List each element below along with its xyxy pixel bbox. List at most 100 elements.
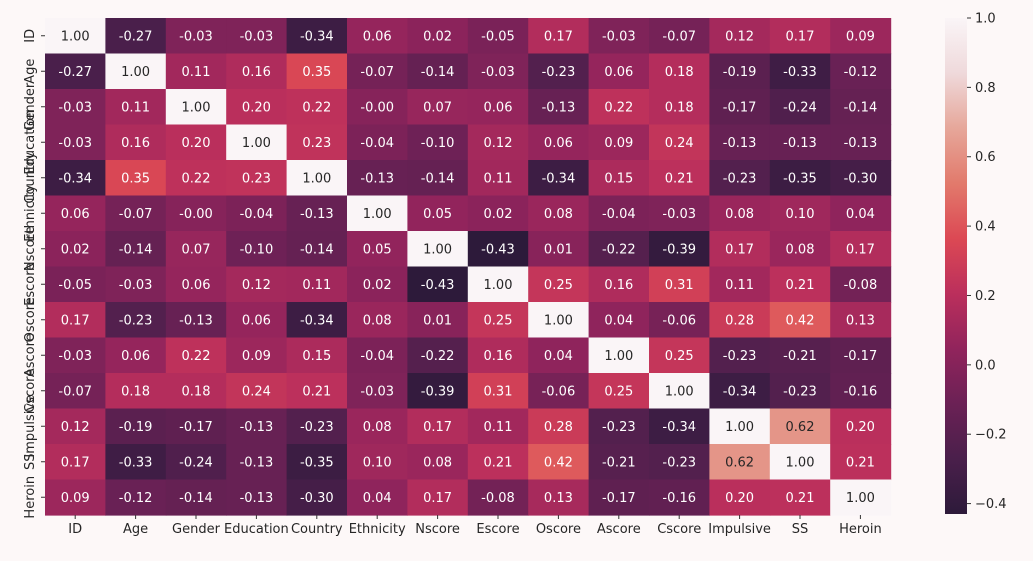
y-tick-label: Gender (23, 82, 38, 131)
heatmap-cell (347, 373, 408, 410)
y-tick-label: Oscore (23, 297, 38, 342)
heatmap-cell-label: -0.19 (119, 420, 153, 435)
heatmap-cell (709, 266, 771, 303)
heatmap-cell-label: 0.09 (61, 491, 90, 506)
heatmap-cell-label: -0.43 (421, 278, 455, 293)
heatmap-cell-label: -0.30 (844, 171, 878, 186)
heatmap-cell (830, 408, 892, 445)
heatmap-cell-label: -0.14 (421, 65, 455, 80)
heatmap-cell-label: -0.04 (240, 207, 274, 222)
heatmap-cell-label: -0.23 (602, 420, 636, 435)
heatmap-cell-label: -0.33 (119, 455, 153, 470)
colorbar-tick-label: 0.6 (975, 150, 996, 165)
heatmap-cell (649, 266, 710, 303)
heatmap-cell (407, 337, 469, 374)
heatmap-cell (347, 195, 408, 232)
heatmap-cell (165, 373, 227, 410)
heatmap-cell (347, 337, 408, 374)
heatmap-cell (830, 231, 892, 268)
heatmap-cell (830, 53, 892, 90)
heatmap-cell-label: 0.17 (786, 29, 815, 44)
heatmap-cell (407, 373, 469, 410)
heatmap-cell-label: 0.07 (182, 242, 211, 257)
heatmap-cell-label: 0.16 (121, 136, 150, 151)
x-tick-label: Ascore (597, 522, 641, 537)
heatmap-cell-label: -0.08 (481, 491, 515, 506)
x-tick-label: Cscore (657, 522, 701, 537)
heatmap-cell (286, 195, 348, 232)
heatmap-cell (649, 18, 710, 55)
heatmap-cell (467, 444, 529, 481)
heatmap-cell (769, 266, 831, 303)
heatmap-cell (467, 408, 529, 445)
heatmap-cell-label: -0.34 (58, 171, 92, 186)
heatmap-cell-label: 0.05 (423, 207, 452, 222)
heatmap-cell (286, 302, 348, 339)
heatmap-cell (769, 124, 831, 161)
heatmap-cell-label: 0.31 (484, 384, 513, 399)
heatmap-cell-label: 0.12 (484, 136, 513, 151)
heatmap-cell (649, 231, 710, 268)
heatmap-cell (407, 53, 469, 90)
heatmap-cell-label: -0.04 (360, 136, 394, 151)
heatmap-cell-label: -0.39 (662, 242, 696, 257)
heatmap-cell-label: 0.22 (182, 349, 211, 364)
heatmap-cell-label: 0.18 (182, 384, 211, 399)
heatmap-cell (407, 124, 469, 161)
heatmap-cell (830, 266, 892, 303)
heatmap-cell (347, 160, 408, 197)
heatmap-cell (769, 479, 831, 516)
heatmap-cell-label: 0.21 (484, 455, 513, 470)
heatmap-cell-label: 0.21 (302, 384, 331, 399)
heatmap-cell-label: 0.06 (121, 349, 150, 364)
heatmap-cell (286, 444, 348, 481)
heatmap-cell-label: 0.04 (604, 313, 633, 328)
heatmap-cell (588, 89, 650, 126)
heatmap-cell-label: 0.62 (725, 455, 754, 470)
heatmap-cell-label: -0.13 (300, 207, 334, 222)
heatmap-cell (467, 89, 529, 126)
heatmap-cell-label: -0.34 (542, 171, 576, 186)
heatmap-cell (467, 266, 529, 303)
heatmap-cell (407, 89, 469, 126)
heatmap-cell-label: -0.14 (421, 171, 455, 186)
x-tick-label: Gender (172, 522, 221, 537)
heatmap-cell (226, 444, 288, 481)
heatmap-cell (226, 124, 288, 161)
x-tick-label: Impulsive (708, 522, 771, 537)
heatmap-cell-label: 0.05 (363, 242, 392, 257)
heatmap-cell (467, 302, 529, 339)
heatmap-cell (407, 444, 469, 481)
heatmap-cell (709, 479, 771, 516)
heatmap-cell-label: -0.13 (783, 136, 817, 151)
heatmap-cell (588, 53, 650, 90)
heatmap-cell (226, 337, 288, 374)
heatmap-cell-label: 0.06 (604, 65, 633, 80)
heatmap-cell (165, 18, 227, 55)
heatmap-cell (709, 373, 771, 410)
heatmap-cell (467, 18, 529, 55)
heatmap-cell-labels: 1.00 -0.27 -0.03 -0.03 -0.34 0.06 0.02 -0.05 0.1… (58, 29, 877, 506)
heatmap-cell (105, 231, 167, 268)
heatmap-cell (286, 373, 348, 410)
heatmap-cell-label: -0.07 (58, 384, 92, 399)
y-tick-label: Nscore (23, 226, 38, 271)
heatmap-cell (830, 302, 892, 339)
heatmap-cell (105, 479, 167, 516)
heatmap-cell (588, 160, 650, 197)
heatmap-cell (649, 373, 710, 410)
heatmap-cell (528, 373, 590, 410)
heatmap-cell (528, 444, 590, 481)
heatmap-cell-label: 0.10 (786, 207, 815, 222)
heatmap-cell (105, 18, 167, 55)
heatmap-cell-label: 0.04 (544, 349, 573, 364)
heatmap-cell (226, 160, 288, 197)
heatmap-cell (709, 408, 771, 445)
heatmap-cell-label: 0.16 (242, 65, 271, 80)
heatmap-cell-label: 0.12 (725, 29, 754, 44)
heatmap-cell-label: 0.11 (302, 278, 331, 293)
heatmap-cell (165, 231, 227, 268)
heatmap-cell-label: -0.03 (58, 100, 92, 115)
heatmap-cell-label: -0.13 (360, 171, 394, 186)
